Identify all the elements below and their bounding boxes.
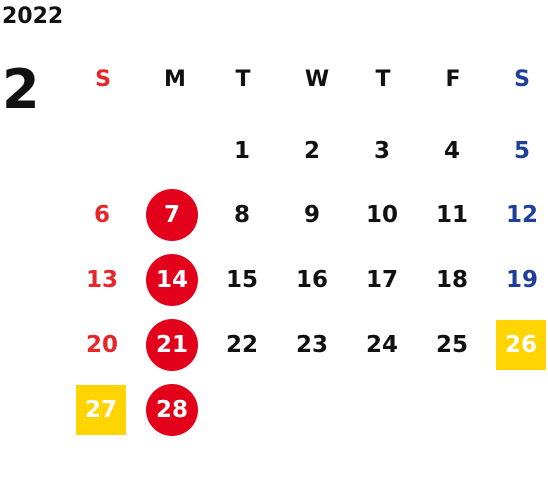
day-cell[interactable]: 2 <box>303 138 320 164</box>
day-cell-highlighted[interactable]: 27 <box>76 385 126 435</box>
day-cell[interactable]: 4 <box>443 138 460 164</box>
weekday-monday: M <box>164 67 186 92</box>
day-cell-circled[interactable]: 28 <box>146 384 198 436</box>
day-cell[interactable]: 8 <box>233 202 250 228</box>
day-cell[interactable]: 11 <box>435 202 468 228</box>
day-cell[interactable]: 5 <box>513 138 530 164</box>
day-cell[interactable]: 15 <box>225 267 258 293</box>
weekday-thursday: T <box>375 67 391 92</box>
day-cell[interactable]: 6 <box>93 202 110 228</box>
weekday-saturday: S <box>514 67 530 92</box>
day-cell-circled[interactable]: 21 <box>146 319 198 371</box>
weekday-wednesday: W <box>304 67 330 92</box>
weekday-tuesday: T <box>235 67 251 92</box>
day-cell-circled[interactable]: 7 <box>146 189 198 241</box>
day-cell-circled[interactable]: 14 <box>146 254 198 306</box>
day-cell[interactable]: 20 <box>85 332 118 358</box>
day-cell[interactable]: 1 <box>233 138 250 164</box>
day-cell[interactable]: 19 <box>505 267 538 293</box>
day-cell[interactable]: 18 <box>435 267 468 293</box>
day-cell[interactable]: 17 <box>365 267 398 293</box>
weekday-friday: F <box>445 67 461 92</box>
day-cell[interactable]: 12 <box>505 202 538 228</box>
day-cell[interactable]: 3 <box>373 138 390 164</box>
day-cell[interactable]: 23 <box>295 332 328 358</box>
day-cell[interactable]: 24 <box>365 332 398 358</box>
month-number: 2 <box>2 58 40 121</box>
day-cell-highlighted[interactable]: 26 <box>496 320 546 370</box>
year-label: 2022 <box>2 4 64 29</box>
day-cell[interactable]: 16 <box>295 267 328 293</box>
day-cell[interactable]: 13 <box>85 267 118 293</box>
day-cell[interactable]: 9 <box>303 202 320 228</box>
day-cell[interactable]: 25 <box>435 332 468 358</box>
day-cell[interactable]: 10 <box>365 202 398 228</box>
day-cell[interactable]: 22 <box>225 332 258 358</box>
weekday-sunday: S <box>95 67 111 92</box>
